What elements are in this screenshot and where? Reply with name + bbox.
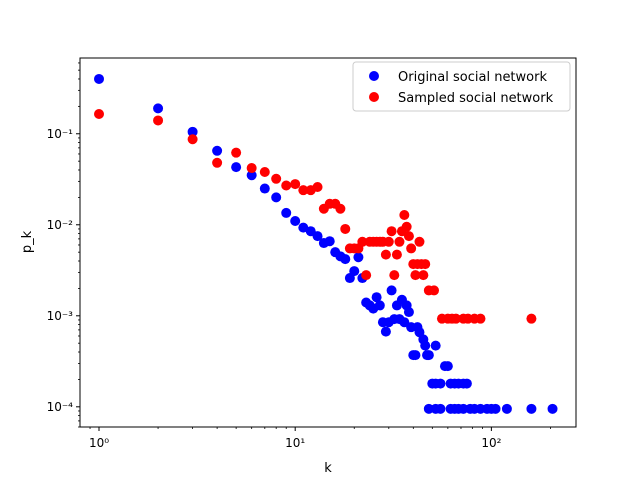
data-point [386,285,397,296]
data-point [298,222,309,233]
data-point [406,243,417,254]
data-point [435,378,446,389]
data-point [271,173,282,184]
data-point [399,210,410,221]
legend-marker-original [369,71,379,81]
data-point [501,403,512,414]
data-point [450,313,461,324]
data-point [298,185,309,196]
data-point [212,157,223,168]
data-point [414,236,425,247]
legend-label-original: Original social network [398,70,547,85]
data-point [349,266,360,277]
data-point [403,307,414,318]
data-point [94,73,105,84]
data-point [526,313,537,324]
data-point [394,236,405,247]
data-point [340,254,351,265]
data-point [490,403,501,414]
data-point [386,226,397,237]
y-axis-label: p_k [20,230,35,253]
data-point [246,163,257,174]
y-tick-label: 10⁻² [47,218,74,232]
data-point [187,126,198,137]
data-point [461,378,472,389]
data-point [271,192,282,203]
legend: Original social network Sampled social n… [352,61,571,112]
data-point [401,221,412,232]
data-point [361,270,372,281]
data-point [281,207,292,218]
data-point [335,203,346,214]
data-point [423,350,434,361]
y-tick-label: 10⁻⁴ [47,400,74,414]
plot-area: 10⁰ 10¹ 10² 10⁻⁴ 10⁻³ 10⁻² 10⁻¹ [47,57,577,450]
data-point [383,236,394,247]
x-axis-label: k [324,461,332,476]
data-point [420,340,431,351]
data-point [526,403,537,414]
data-point [380,326,391,337]
x-tick-label: 10⁰ [89,436,109,450]
data-point [353,252,364,263]
data-point [312,182,323,193]
marks-layer [94,73,558,414]
data-point [371,292,382,303]
data-point [231,147,242,158]
data-point [357,236,368,247]
data-point [410,350,421,361]
data-point [231,162,242,173]
data-point [153,115,164,126]
data-point [418,270,429,281]
data-point [380,249,391,260]
data-point [312,231,323,242]
y-axis-ticks: 10⁻⁴ 10⁻³ 10⁻² 10⁻¹ [47,62,80,428]
data-point [281,180,292,191]
data-point [389,270,400,281]
x-tick-label: 10² [481,436,501,450]
data-point [340,223,351,234]
data-point [290,216,301,227]
data-point [442,361,453,372]
y-tick-label: 10⁻³ [47,309,74,323]
data-point [430,340,441,351]
data-point [547,403,558,414]
data-point [410,270,421,281]
data-point [290,179,301,190]
x-axis-ticks: 10⁰ 10¹ 10² [89,427,551,450]
data-point [259,167,270,178]
data-point [94,108,105,119]
data-point [429,285,440,296]
data-point [153,103,164,114]
legend-label-sampled: Sampled social network [398,91,554,106]
data-point [212,145,223,156]
data-point [259,183,270,194]
x-tick-label: 10¹ [285,436,305,450]
data-point [403,231,414,242]
y-tick-label: 10⁻¹ [47,127,74,141]
data-point [187,134,198,145]
data-point [246,170,257,181]
legend-box [352,61,571,112]
data-point [420,259,431,270]
data-point [435,403,446,414]
data-point [374,300,385,311]
data-point [391,249,402,260]
data-point [324,236,335,247]
series-sampled [94,108,537,324]
series-original [94,73,558,414]
legend-marker-sampled [369,92,379,102]
data-point [475,313,486,324]
